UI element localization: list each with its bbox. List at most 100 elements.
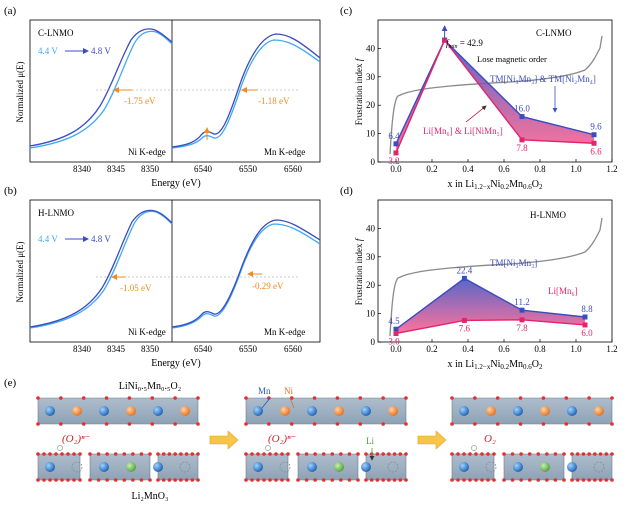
- oxygen-atom: [381, 452, 385, 456]
- oxygen-atom: [502, 478, 506, 482]
- panel-d-chart: 0.0 0.2 0.4 0.6 0.8 1.0 1.2 0 10 20 30 40 4.5 22.4 11.…: [354, 199, 618, 371]
- oxygen-atom: [536, 478, 541, 482]
- b-ni-tick-2: 8345: [107, 344, 126, 354]
- oxygen-atom: [604, 452, 609, 456]
- e-bottom-slab-c-0: [157, 453, 199, 481]
- oxygen-atom: [474, 478, 478, 482]
- panel-b-xas: H-LNMO 4.4 V 4.8 V -1.05 eV -0.29 eV Ni …: [15, 199, 321, 369]
- c-xtick-label: 0.6: [498, 164, 510, 174]
- c-series-line-1: [395, 38, 595, 154]
- c-xtick-label: 1.0: [570, 164, 582, 174]
- oxygen-atom: [495, 422, 500, 426]
- a-ni-edge-label: Ni K-edge: [128, 147, 166, 157]
- oxygen-atom: [450, 452, 454, 456]
- oxygen-atom: [113, 452, 118, 456]
- oxygen-atom: [575, 452, 580, 456]
- a-legend-48: 4.8 V: [91, 46, 111, 56]
- e-label-mn: Mn: [258, 386, 271, 396]
- c-point-0-2: [519, 114, 525, 120]
- oxygen-atom: [60, 452, 64, 456]
- oxygen-atom: [36, 422, 40, 426]
- a-mn-tick-1: 6540: [194, 164, 213, 174]
- e-top-slab-2: [451, 397, 613, 425]
- frame-c: [377, 19, 613, 163]
- e-oxygen-vacancy: [265, 445, 271, 451]
- d-data-label-1-3: 6.0: [581, 328, 593, 338]
- d-plot-area: 0.0 0.2 0.4 0.6 0.8 1.0 1.2 0 10 20 30 40 4.5 22.4 11.…: [366, 223, 618, 354]
- panel-label-d: (d): [340, 185, 353, 197]
- oxygen-atom: [161, 452, 166, 456]
- d-point-0-3: [582, 314, 588, 320]
- oxygen-atom: [450, 422, 454, 426]
- c-ytick-label: 40: [366, 43, 376, 53]
- oxygen-atom: [398, 452, 403, 456]
- a-ni-tick-3: 8350: [141, 164, 160, 174]
- d-point-0-2: [519, 307, 525, 313]
- c-data-label-0-3: 9.6: [590, 122, 602, 132]
- b-legend-44: 4.4 V: [38, 234, 58, 244]
- c-label-li: Li[Mn₆] & Li[NiMn₅]: [423, 126, 503, 136]
- oxygen-atom: [167, 452, 172, 456]
- e-top-slab-0: [37, 397, 199, 425]
- d-xl-7: O: [532, 359, 539, 370]
- d-data-label-1-2: 7.8: [516, 323, 528, 333]
- oxygen-atom: [604, 478, 609, 482]
- oxygen-atom: [486, 478, 490, 482]
- oxygen-atom: [473, 422, 477, 426]
- oxygen-atom: [527, 452, 532, 456]
- d-data-label-0-2: 11.2: [514, 297, 529, 307]
- d-ytick-label: 30: [366, 252, 376, 262]
- d-xtick-label: 0.2: [426, 344, 437, 354]
- d-ytick-label: 20: [366, 280, 376, 290]
- b-ni-curve-44: [29, 210, 173, 329]
- ni-atom: [540, 406, 550, 416]
- oxygen-atom: [304, 478, 309, 482]
- d-xl-4: 0.2: [500, 363, 509, 371]
- c-ytick-label: 30: [366, 72, 376, 82]
- oxygen-atom: [59, 422, 63, 426]
- d-data-label-1-0: 3.0: [388, 336, 400, 346]
- oxygen-atom: [304, 452, 309, 456]
- oxygen-atom: [381, 396, 385, 400]
- mn-atom: [45, 462, 55, 472]
- oxygen-atom: [536, 452, 541, 456]
- oxygen-atom: [486, 452, 490, 456]
- oxygen-atom: [42, 478, 46, 482]
- oxygen-atom: [392, 452, 397, 456]
- c-li-arrow: [465, 105, 487, 123]
- oxygen-atom: [313, 452, 317, 456]
- oxygen-atom: [339, 478, 343, 482]
- e-bottom-slab-b-0: [89, 453, 151, 481]
- d-xl-5: Mn: [509, 359, 523, 370]
- c-xtick-label: 0.0: [390, 164, 402, 174]
- e-oxygen-2: (O₂)ⁿ⁻: [268, 433, 297, 445]
- oxygen-atom: [173, 422, 177, 426]
- mn-atom: [567, 406, 577, 416]
- oxygen-atom: [518, 396, 523, 400]
- ni-atom: [594, 406, 604, 416]
- oxygen-atom: [244, 478, 248, 482]
- d-point-0-0: [393, 326, 399, 332]
- c-point-0-3: [591, 132, 597, 138]
- c-xl-7: O: [532, 179, 539, 190]
- e-bottom-slab-a-2: [451, 453, 495, 481]
- oxygen-atom: [553, 478, 558, 482]
- oxygen-atom: [262, 452, 266, 456]
- c-fmin-value: = 42.9: [458, 38, 484, 48]
- oxygen-atom: [587, 478, 591, 482]
- e-bottom-slab-a-0: [37, 453, 81, 481]
- a-mn-curve-48: [171, 33, 321, 148]
- mn-atom: [459, 406, 469, 416]
- oxygen-atom: [313, 478, 317, 482]
- oxygen-atom: [167, 478, 172, 482]
- oxygen-atom: [179, 452, 183, 456]
- oxygen-atom: [404, 452, 408, 456]
- oxygen-atom: [173, 452, 177, 456]
- oxygen-atom: [268, 478, 272, 482]
- d-voltage-curve: [389, 217, 603, 337]
- oxygen-atom: [78, 478, 82, 482]
- c-ylabel-text: Frustration index: [354, 61, 364, 125]
- c-point-1-2: [519, 137, 525, 143]
- d-ytick-label: 10: [366, 309, 376, 319]
